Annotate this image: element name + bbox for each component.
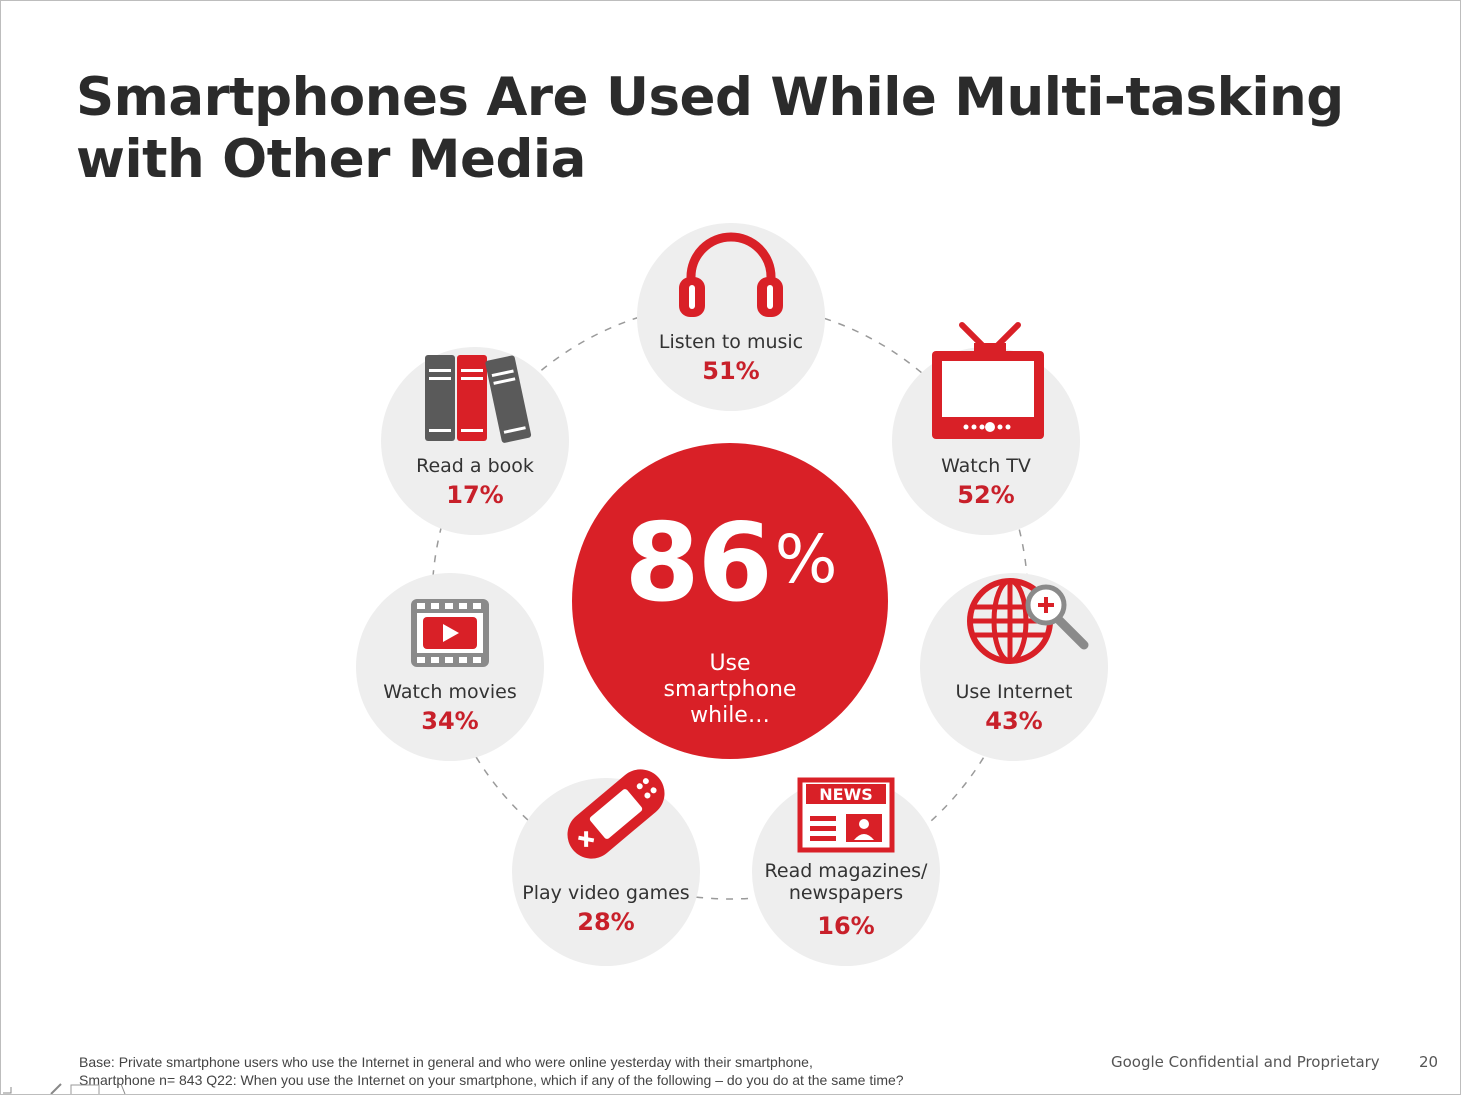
activity-label: Use Internet <box>955 681 1073 703</box>
headphones-icon <box>679 232 783 317</box>
slide-toolbar-icons[interactable] <box>1 1081 131 1095</box>
gamepad-icon <box>567 769 665 859</box>
books-icon <box>425 355 532 443</box>
activity-play-video-games: Play video games 28% <box>512 769 700 966</box>
activity-watch-tv: Watch TV 52% <box>892 322 1080 535</box>
activity-read-a-book: Read a book 17% <box>381 347 569 535</box>
activity-percent: 51% <box>702 357 760 385</box>
globe-search-icon <box>967 578 1089 664</box>
activity-label: Watch TV <box>941 455 1031 477</box>
title-line-2: with Other Media <box>76 129 586 190</box>
film-play-icon <box>411 599 489 667</box>
confidential-notice: Google Confidential and Proprietary <box>1111 1053 1380 1071</box>
activity-label: Read magazines/ newspapers <box>764 860 928 904</box>
activity-percent: 17% <box>446 481 504 509</box>
title-line-1: Smartphones Are Used While Multi-tasking <box>76 67 1344 128</box>
center-value: 86 <box>624 501 772 626</box>
activity-label: Listen to music <box>658 331 804 353</box>
footnote-line-2: Smartphone n= 843 Q22: When you use the … <box>79 1072 904 1088</box>
footnote-line-1: Base: Private smartphone users who use t… <box>79 1054 813 1070</box>
tv-icon <box>932 322 1044 439</box>
activity-percent: 28% <box>577 908 635 936</box>
activity-read-magazines: NEWS Read magazines/ newspapers 16% <box>752 777 940 966</box>
page-number: 20 <box>1419 1053 1439 1071</box>
activity-percent: 34% <box>421 707 479 735</box>
newspaper-icon: NEWS <box>797 777 895 853</box>
center-unit: % <box>774 521 838 598</box>
center-stat-circle: 86% Use smartphone while… <box>572 443 888 759</box>
footnote: Base: Private smartphone users who use t… <box>79 1053 1079 1089</box>
activity-use-internet: Use Internet 43% <box>920 573 1108 761</box>
activity-watch-movies: Watch movies 34% <box>356 573 544 761</box>
activity-label: Read a book <box>416 455 534 477</box>
center-caption: Use smartphone while… <box>663 651 797 728</box>
activity-percent: 52% <box>957 481 1015 509</box>
activity-percent: 16% <box>817 912 875 940</box>
center-stat-value: 86% <box>572 509 888 619</box>
slide-title: Smartphones Are Used While Multi-tasking… <box>76 67 1376 191</box>
activity-label: Play video games <box>522 882 690 904</box>
svg-text:NEWS: NEWS <box>819 785 873 804</box>
activity-listen-to-music: Listen to music 51% <box>637 223 825 411</box>
activity-label: Watch movies <box>383 681 517 703</box>
activity-percent: 43% <box>985 707 1043 735</box>
